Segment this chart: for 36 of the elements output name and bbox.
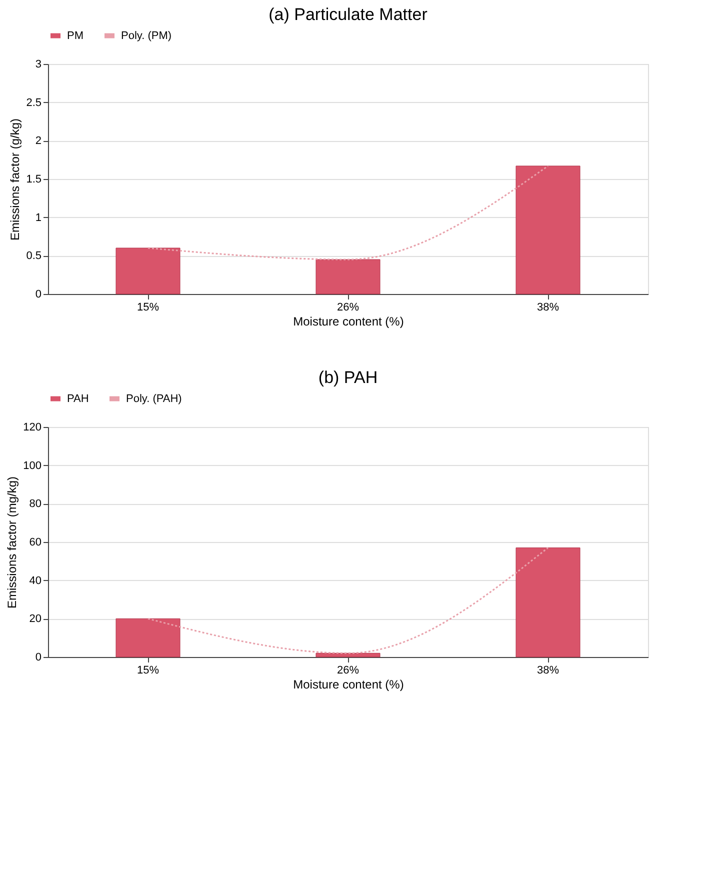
y-tick-label: 0.5 bbox=[26, 250, 42, 262]
x-tick-label: 26% bbox=[336, 664, 360, 676]
bar bbox=[516, 166, 580, 294]
bar bbox=[316, 652, 380, 658]
y-tick-label: 3 bbox=[35, 58, 42, 70]
y-tick-label: 120 bbox=[23, 422, 42, 434]
y-tick-label: 100 bbox=[23, 460, 42, 472]
x-tick-label: 38% bbox=[536, 302, 560, 314]
y-tick-label: 0 bbox=[35, 288, 42, 300]
bar bbox=[116, 618, 180, 658]
y-tick-label: 1 bbox=[35, 212, 42, 224]
chart-title: (a) Particulate Matter bbox=[268, 5, 428, 24]
legend-label: Poly. (PM) bbox=[121, 30, 172, 42]
y-tick-label: 20 bbox=[29, 613, 42, 626]
x-tick-label: 15% bbox=[136, 302, 160, 314]
y-tick-label: 80 bbox=[29, 498, 42, 510]
y-tick-label: 1.5 bbox=[26, 174, 42, 186]
y-tick-label: 60 bbox=[29, 536, 42, 548]
x-tick-label: 38% bbox=[536, 664, 560, 676]
y-axis-title: Emissions factor (g/kg) bbox=[8, 118, 22, 241]
x-axis-title: Moisture content (%) bbox=[293, 314, 404, 328]
x-tick-label: 26% bbox=[336, 302, 360, 314]
y-tick-label: 0 bbox=[35, 652, 42, 664]
x-tick-label: 15% bbox=[136, 664, 160, 676]
bar bbox=[316, 259, 380, 294]
legend-label: Poly. (PAH) bbox=[126, 392, 182, 405]
y-tick-label: 2 bbox=[35, 135, 42, 148]
legend-label: PM bbox=[67, 30, 84, 42]
y-tick-label: 2.5 bbox=[26, 96, 42, 109]
chart-title: (b) PAH bbox=[318, 368, 378, 387]
y-tick-label: 40 bbox=[29, 574, 42, 587]
bar bbox=[116, 248, 180, 294]
bar bbox=[516, 548, 580, 658]
legend-label: PAH bbox=[67, 392, 89, 405]
y-axis-title: Emissions factor (mg/kg) bbox=[5, 476, 20, 609]
x-axis-title: Moisture content (%) bbox=[293, 678, 404, 692]
